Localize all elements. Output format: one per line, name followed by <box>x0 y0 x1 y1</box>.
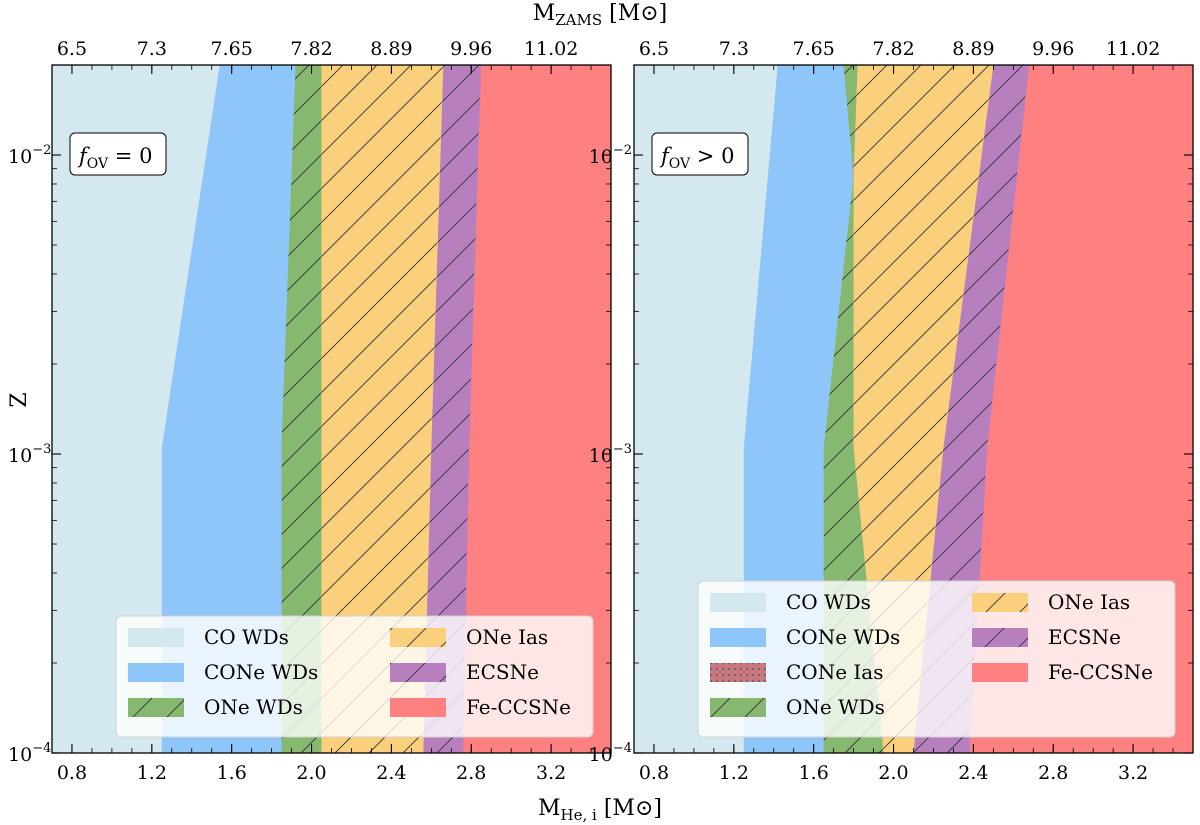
x-tick-label: 0.8 <box>57 762 87 784</box>
legend-swatch <box>710 628 766 647</box>
x-tick-label: 1.2 <box>719 762 749 784</box>
y-tick-label: 10−2 <box>589 143 632 168</box>
x-tick-label: 0.8 <box>639 762 669 784</box>
regions <box>52 65 611 753</box>
legend-swatch-hatch <box>710 698 766 717</box>
annotation-box <box>69 132 167 176</box>
top-tick-label: 7.3 <box>137 38 167 60</box>
legend-swatch <box>972 663 1028 682</box>
panel-left: 0.8 6.5 1.2 7.3 1.6 7.65 2.0 7.82 2.4 8.89 2.8 9.96… <box>8 38 612 784</box>
region-fe-ccsne <box>463 65 611 753</box>
annotation-box <box>651 132 749 176</box>
legend-label: Fe-CCSNe <box>1048 660 1153 684</box>
x-tick-label: 2.0 <box>878 762 908 784</box>
x-tick-label: 2.4 <box>376 762 406 784</box>
annotation-text: fOV > 0 <box>659 144 734 172</box>
legend-swatch-hatch <box>390 663 446 682</box>
top-tick-label: 9.96 <box>1032 38 1074 60</box>
region-hatch <box>321 65 444 753</box>
x-tick-label: 2.8 <box>1038 762 1068 784</box>
top-tick-label: 7.3 <box>719 38 749 60</box>
legend-box <box>115 615 594 738</box>
annotation-text: fOV = 0 <box>77 144 152 172</box>
x-tick-label: 2.0 <box>296 762 326 784</box>
legend-swatch <box>390 698 446 717</box>
legend-label: ONe WDs <box>204 695 303 719</box>
region-hatch <box>281 65 322 753</box>
legend-label: CONe WDs <box>786 625 900 649</box>
legend-label: ECSNe <box>466 660 539 684</box>
legend-swatch-hatch <box>972 593 1028 612</box>
legend-swatch-hatch <box>390 628 446 647</box>
region-hatch <box>423 65 482 753</box>
top-tick-label: 7.82 <box>290 38 332 60</box>
x-tick-label: 3.2 <box>536 762 566 784</box>
x-tick-label: 1.6 <box>799 762 829 784</box>
legend-label: CONe WDs <box>204 660 318 684</box>
top-tick-label: 7.65 <box>793 38 835 60</box>
legend-swatch <box>710 593 766 612</box>
y-tick-label: 10−3 <box>589 442 632 467</box>
top-tick-label: 8.89 <box>370 38 412 60</box>
legend-swatch-hatch <box>128 698 184 717</box>
top-tick-label: 11.02 <box>1106 38 1160 60</box>
y-tick-label: 10−4 <box>8 741 51 766</box>
x-tick-label: 3.2 <box>1118 762 1148 784</box>
top-axis-title: MZAMS [M⊙] <box>533 1 668 29</box>
y-axis-title: Z <box>7 392 32 407</box>
top-tick-label: 11.02 <box>524 38 578 60</box>
x-tick-label: 2.8 <box>456 762 486 784</box>
legend-label: CONe Ias <box>786 660 883 684</box>
legend-label: Fe-CCSNe <box>466 695 571 719</box>
top-tick-label: 6.5 <box>639 38 669 60</box>
legend-label: ONe Ias <box>466 625 548 649</box>
y-tick-label: 10−2 <box>8 143 51 168</box>
legend-label: CO WDs <box>786 590 871 614</box>
x-tick-label: 1.2 <box>137 762 167 784</box>
legend-swatch <box>128 628 184 647</box>
region-co-wds <box>52 65 220 753</box>
y-tick-label: 10−3 <box>8 442 51 467</box>
legend: CO WDs CONe WDs ONe WDs ONe Ias ECSNe Fe-CCSN… <box>115 615 594 738</box>
top-tick-label: 6.5 <box>57 38 87 60</box>
bottom-axis-title: MHe, i [M⊙] <box>538 796 662 824</box>
x-tick-label: 1.6 <box>217 762 247 784</box>
legend-label: ONe WDs <box>786 695 885 719</box>
legend-swatch <box>128 663 184 682</box>
legend-label: ECSNe <box>1048 625 1121 649</box>
legend-label: CO WDs <box>204 625 289 649</box>
legend-swatch-hatch <box>710 663 766 682</box>
top-tick-label: 7.82 <box>872 38 914 60</box>
top-tick-label: 9.96 <box>450 38 492 60</box>
legend-swatch-hatch <box>972 628 1028 647</box>
region-cone-wds <box>161 65 296 753</box>
top-tick-label: 7.65 <box>211 38 253 60</box>
legend-box <box>697 580 1176 738</box>
top-tick-label: 8.89 <box>952 38 994 60</box>
legend: CO WDs CONe WDs CONe Ias ONe WDs ONe Ias ECSN… <box>697 580 1176 738</box>
panel-right: 0.8 6.5 1.2 7.3 1.6 7.65 2.0 7.82 2.4 8.89 2.8 9.96… <box>589 38 1194 784</box>
y-tick-label: 10−4 <box>589 741 632 766</box>
x-tick-label: 2.4 <box>958 762 988 784</box>
legend-label: ONe Ias <box>1048 590 1130 614</box>
